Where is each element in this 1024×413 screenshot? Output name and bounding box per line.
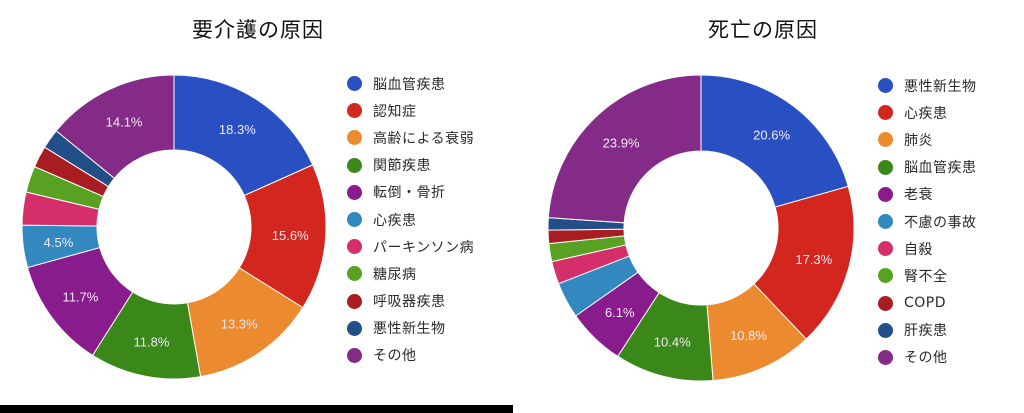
legend-color-dot-icon: [878, 349, 893, 365]
legend-item[interactable]: 呼吸器疾患: [347, 288, 474, 315]
legend-color-dot-icon: [347, 157, 362, 173]
legend-label: 心疾患: [904, 105, 948, 122]
legend-label: 自殺: [904, 241, 933, 258]
legend-item[interactable]: 不慮の事故: [878, 208, 977, 235]
legend-label: 肝疾患: [904, 323, 948, 340]
legend-label: パーキンソン病: [373, 239, 475, 256]
donut-slice[interactable]: [547, 74, 702, 224]
slice-percent-label: 6.1%: [605, 305, 635, 320]
legend-color-dot-icon: [878, 132, 893, 148]
chart-title: 要介護の原因: [192, 18, 324, 42]
legend-label: 心疾患: [373, 212, 417, 229]
legend-item[interactable]: 脳血管疾患: [878, 154, 977, 181]
legend-item[interactable]: COPD: [878, 290, 977, 317]
legend-color-dot-icon: [347, 212, 362, 228]
legend-label: その他: [904, 350, 948, 367]
legend-item[interactable]: 肝疾患: [878, 317, 977, 344]
legend-color-dot-icon: [347, 184, 362, 200]
donut-slice[interactable]: [55, 74, 175, 179]
legend-item[interactable]: その他: [347, 342, 474, 369]
legend-color-dot-icon: [347, 239, 362, 255]
legend-color-dot-icon: [878, 322, 893, 338]
legend-color-dot-icon: [347, 76, 362, 92]
legend-item[interactable]: 悪性新生物: [878, 72, 977, 99]
chart-title: 死亡の原因: [708, 18, 818, 42]
legend-item[interactable]: 悪性新生物: [347, 315, 474, 342]
legend-color-dot-icon: [878, 241, 893, 257]
slice-percent-label: 13.3%: [221, 317, 258, 332]
legend-item[interactable]: 自殺: [878, 235, 977, 262]
bottom-bar: [0, 405, 513, 413]
legend-label: 不慮の事故: [904, 214, 977, 231]
donut-chart: 20.6% 17.3% 10.8% 10.4% 6.1% 23.9%: [547, 74, 855, 382]
slice-percent-label: 18.3%: [219, 122, 256, 137]
donut-slice[interactable]: [753, 185, 855, 340]
legend-label: 脳血管疾患: [373, 76, 446, 93]
legend-label: COPD: [904, 295, 947, 312]
legend-label: 糖尿病: [373, 266, 417, 283]
legend-color-dot-icon: [878, 268, 893, 284]
legend-item[interactable]: 肺炎: [878, 126, 977, 153]
legend-item[interactable]: 認知症: [347, 97, 474, 124]
slice-percent-label: 14.1%: [106, 115, 143, 130]
legend-label: 呼吸器疾患: [373, 294, 446, 311]
legend-item[interactable]: 糖尿病: [347, 260, 474, 287]
legend-item[interactable]: 高齢による衰弱: [347, 124, 474, 151]
legend-color-dot-icon: [347, 266, 362, 282]
slice-percent-label: 11.7%: [62, 289, 98, 304]
legend-color-dot-icon: [347, 293, 362, 309]
donut-chart: 18.3% 15.6% 13.3% 11.8% 11.7% 4.5% 14.1%: [21, 74, 327, 380]
legend: 悪性新生物心疾患肺炎脳血管疾患老衰不慮の事故自殺腎不全 COPD 肝疾患その他: [878, 72, 977, 371]
legend-color-dot-icon: [878, 295, 893, 311]
slice-percent-label: 20.6%: [753, 128, 790, 143]
legend-item[interactable]: パーキンソン病: [347, 233, 474, 260]
legend-color-dot-icon: [347, 320, 362, 336]
legend-label: 関節疾患: [373, 158, 431, 175]
legend-color-dot-icon: [878, 105, 893, 121]
legend-color-dot-icon: [878, 214, 893, 230]
legend-item[interactable]: 心疾患: [347, 206, 474, 233]
legend-item[interactable]: 心疾患: [878, 99, 977, 126]
slice-percent-label: 17.3%: [795, 252, 832, 267]
legend-label: 脳血管疾患: [904, 160, 977, 177]
legend-label: 高齢による衰弱: [373, 130, 475, 147]
legend-label: 老衰: [904, 187, 933, 204]
donut-slice[interactable]: [700, 74, 849, 208]
slice-percent-label: 10.8%: [730, 328, 767, 343]
legend-color-dot-icon: [878, 159, 893, 175]
legend-color-dot-icon: [878, 186, 893, 202]
legend-item[interactable]: 脳血管疾患: [347, 70, 474, 97]
slice-percent-label: 15.6%: [272, 228, 309, 243]
legend-color-dot-icon: [347, 103, 362, 119]
slice-percent-label: 4.5%: [44, 235, 74, 250]
legend-label: 認知症: [373, 103, 417, 120]
legend-color-dot-icon: [347, 347, 362, 363]
donut-slice[interactable]: [173, 74, 314, 197]
legend-label: 肺炎: [904, 132, 933, 149]
legend-label: その他: [373, 348, 417, 365]
legend-color-dot-icon: [878, 78, 893, 94]
slice-percent-label: 10.4%: [654, 334, 691, 349]
legend-item[interactable]: その他: [878, 344, 977, 371]
chart-care-causes: 要介護の原因 18.3% 15.6% 13.3% 11.8% 11.7% 4.5% 14.1…: [0, 0, 512, 405]
legend-color-dot-icon: [347, 130, 362, 146]
legend-label: 転倒・骨折: [373, 185, 446, 202]
legend: 脳血管疾患認知症高齢による衰弱 関節疾患転倒・骨折心疾患パーキンソン病 糖尿病呼吸器…: [347, 70, 474, 369]
chart-death-causes: 死亡の原因 20.6% 17.3% 10.8% 10.4% 6.1% 23.9% 悪性新生…: [512, 0, 1024, 405]
slice-percent-label: 23.9%: [603, 136, 640, 151]
legend-item[interactable]: 関節疾患: [347, 152, 474, 179]
legend-label: 悪性新生物: [373, 321, 446, 338]
legend-label: 悪性新生物: [904, 78, 977, 95]
legend-label: 腎不全: [904, 268, 948, 285]
legend-item[interactable]: 老衰: [878, 181, 977, 208]
slice-percent-label: 11.8%: [133, 334, 169, 349]
legend-item[interactable]: 腎不全: [878, 262, 977, 289]
legend-item[interactable]: 転倒・骨折: [347, 179, 474, 206]
